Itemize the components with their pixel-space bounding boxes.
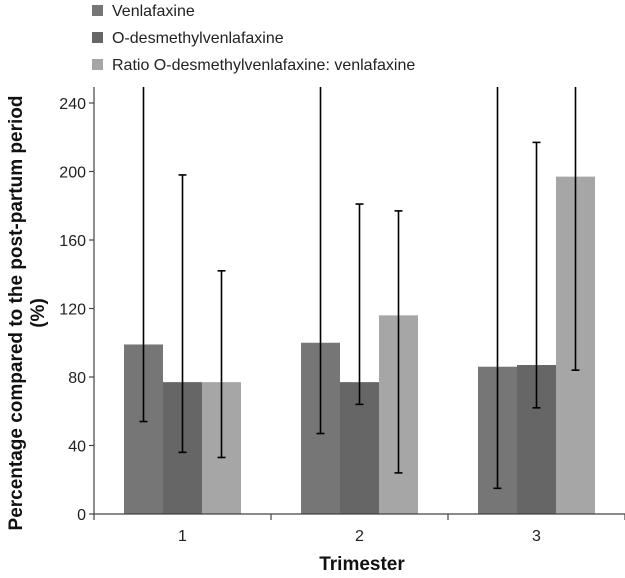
axes: 0 40 80 120 160 200 240 1 2 3	[59, 87, 625, 545]
legend-swatch	[92, 59, 103, 70]
x-tick-label: 3	[532, 528, 541, 545]
y-tick-label: 200	[59, 165, 86, 182]
y-axis-title-line-2: (%)	[28, 298, 49, 328]
y-axis-title: Percentage compared to the post-partum p…	[6, 96, 49, 531]
y-tick-label: 0	[77, 507, 86, 524]
legend-swatch	[92, 32, 103, 43]
y-tick-label: 160	[59, 233, 86, 250]
bars	[124, 176, 595, 514]
y-tick-label: 80	[68, 370, 86, 387]
y-tick-label: 120	[59, 302, 86, 319]
x-tick-label: 1	[178, 528, 187, 545]
y-tick-label: 240	[59, 96, 86, 113]
legend-label: Ratio O-desmethylvenlafaxine: venlafaxin…	[112, 57, 415, 74]
error-bars	[139, 87, 580, 490]
legend-label: O-desmethylvenlafaxine	[112, 30, 284, 47]
legend-swatch	[92, 5, 103, 16]
x-axis-title: Trimester	[319, 554, 405, 575]
legend: Venlafaxine O-desmethylvenlafaxine Ratio O…	[92, 3, 415, 74]
x-tick-label: 2	[355, 528, 364, 545]
y-tick-label: 40	[68, 439, 86, 456]
legend-label: Venlafaxine	[112, 3, 195, 20]
y-axis-title-line-1: Percentage compared to the post-partum p…	[6, 96, 27, 531]
